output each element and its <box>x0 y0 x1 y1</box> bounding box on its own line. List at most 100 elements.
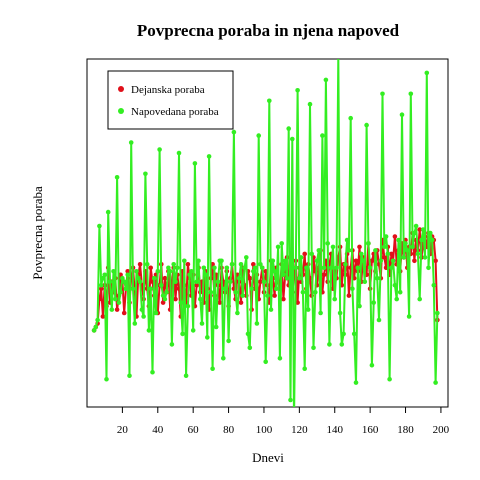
data-point-forecast <box>321 265 327 271</box>
data-point-actual <box>98 286 104 292</box>
data-point-forecast <box>277 356 283 361</box>
data-point-actual <box>114 307 120 312</box>
data-point-forecast <box>279 241 285 246</box>
data-point-forecast <box>120 275 125 281</box>
data-point-forecast <box>233 289 238 295</box>
data-point-forecast <box>428 230 433 236</box>
data-point-forecast <box>378 258 384 264</box>
data-point-forecast <box>219 258 224 264</box>
data-point-forecast <box>389 265 394 271</box>
data-point-forecast <box>130 286 136 292</box>
data-point-forecast <box>348 115 354 121</box>
data-point-forecast <box>373 248 378 253</box>
data-point-forecast <box>258 262 263 267</box>
data-point-forecast <box>157 147 162 152</box>
data-point-actual <box>295 300 300 305</box>
data-point-forecast <box>343 262 348 267</box>
data-point-forecast <box>146 328 152 333</box>
data-point-forecast <box>212 265 217 271</box>
data-point-forecast <box>274 286 279 292</box>
data-point-forecast <box>284 275 290 281</box>
data-point-forecast <box>128 140 134 145</box>
data-point-actual <box>353 258 359 264</box>
data-point-forecast <box>98 282 104 288</box>
x-axis-label: Dnevi <box>252 450 284 465</box>
legend-box <box>107 70 234 130</box>
data-point-forecast <box>224 265 230 271</box>
data-point-forecast <box>137 279 143 285</box>
data-point-actual <box>160 300 166 305</box>
data-point-forecast <box>410 244 415 250</box>
data-point-actual <box>251 262 256 267</box>
legend-marker-actual <box>118 86 124 92</box>
data-point-forecast <box>144 262 150 267</box>
data-point-forecast <box>185 303 191 309</box>
data-point-forecast <box>180 331 185 337</box>
data-point-forecast <box>336 53 341 58</box>
data-point-actual <box>281 296 286 302</box>
data-point-forecast <box>173 279 178 285</box>
data-point-forecast <box>150 369 155 375</box>
data-point-forecast <box>419 237 424 243</box>
data-point-forecast <box>238 262 244 267</box>
series-forecast <box>91 53 440 407</box>
data-point-forecast <box>371 300 377 305</box>
data-point-forecast <box>412 230 417 236</box>
data-point-forecast <box>408 91 414 97</box>
data-point-forecast <box>385 251 391 257</box>
data-point-actual <box>392 234 398 239</box>
data-point-actual <box>302 251 308 257</box>
data-point-forecast <box>196 258 201 264</box>
data-point-forecast <box>100 275 106 281</box>
data-point-forecast <box>167 269 173 274</box>
data-point-forecast <box>249 286 254 292</box>
data-point-forecast <box>295 88 300 93</box>
chart-title: Povprecna poraba in njena napoved <box>137 21 400 40</box>
data-point-forecast <box>222 286 228 292</box>
data-point-forecast <box>422 255 428 260</box>
data-point-forecast <box>309 251 315 257</box>
data-point-forecast <box>221 356 226 361</box>
data-point-forecast <box>334 265 339 271</box>
data-point-forecast <box>376 317 382 323</box>
data-point-forecast <box>265 293 270 298</box>
data-point-forecast <box>205 335 210 340</box>
data-point-forecast <box>403 241 408 246</box>
data-point-forecast <box>206 154 212 159</box>
data-point-forecast <box>300 289 306 295</box>
legend-label-forecast: Napovedana poraba <box>131 106 219 118</box>
data-point-forecast <box>263 359 269 365</box>
data-point-forecast <box>162 296 168 302</box>
data-point-forecast <box>313 289 318 295</box>
data-point-forecast <box>302 366 308 372</box>
data-point-forecast <box>155 269 161 274</box>
data-point-forecast <box>141 314 146 319</box>
data-point-forecast <box>272 269 277 274</box>
data-point-forecast <box>304 265 309 271</box>
data-point-forecast <box>242 265 247 271</box>
data-point-forecast <box>231 129 237 135</box>
data-point-actual <box>194 282 199 288</box>
data-point-forecast <box>244 255 249 260</box>
data-point-forecast <box>159 282 164 288</box>
data-point-forecast <box>102 272 107 278</box>
data-point-forecast <box>390 258 396 264</box>
data-point-forecast <box>215 279 221 285</box>
data-point-forecast <box>201 265 207 271</box>
data-point-forecast <box>286 126 292 131</box>
data-point-forecast <box>111 269 116 274</box>
data-point-forecast <box>213 324 219 330</box>
data-point-forecast <box>261 279 267 285</box>
data-point-actual <box>185 262 191 267</box>
data-point-forecast <box>93 324 99 330</box>
data-point-forecast <box>330 244 336 250</box>
y-axis-label: Povprecna poraba <box>30 186 45 280</box>
data-point-actual <box>382 255 387 260</box>
data-point-forecast <box>420 227 426 232</box>
data-point-forecast <box>382 244 387 250</box>
data-point-actual <box>148 265 153 271</box>
data-point-actual <box>121 310 127 316</box>
x-tick-label: 120 <box>291 424 308 436</box>
x-tick-label: 40 <box>152 424 164 436</box>
